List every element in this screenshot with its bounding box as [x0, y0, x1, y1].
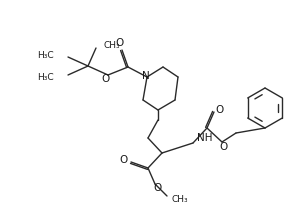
- Text: O: O: [220, 142, 228, 152]
- Text: H₃C: H₃C: [37, 51, 54, 60]
- Text: O: O: [216, 105, 224, 115]
- Text: H₃C: H₃C: [37, 72, 54, 81]
- Text: O: O: [119, 155, 127, 165]
- Text: CH₃: CH₃: [104, 41, 120, 51]
- Text: NH: NH: [197, 133, 213, 143]
- Text: O: O: [116, 38, 124, 48]
- Text: O: O: [154, 183, 162, 193]
- Text: N: N: [142, 71, 150, 81]
- Text: O: O: [102, 74, 110, 84]
- Text: CH₃: CH₃: [171, 195, 188, 204]
